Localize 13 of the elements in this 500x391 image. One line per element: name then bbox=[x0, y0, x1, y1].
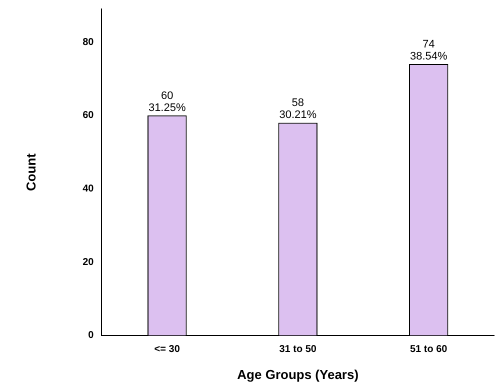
data-label: 60 31.25% bbox=[148, 90, 186, 114]
data-label: 58 30.21% bbox=[279, 97, 317, 122]
y-axis-title: Count bbox=[23, 152, 38, 191]
data-label: 74 38.54% bbox=[410, 38, 448, 63]
x-tick-label: 51 to 60 bbox=[410, 344, 448, 356]
y-tick-label: 80 bbox=[82, 36, 94, 48]
y-tick-label: 0 bbox=[88, 330, 94, 342]
y-tick-label: 60 bbox=[82, 110, 94, 122]
x-tick-label: <= 30 bbox=[154, 344, 180, 356]
y-tick-label: 40 bbox=[82, 183, 94, 194]
x-tick-label: 31 to 50 bbox=[279, 344, 317, 356]
x-axis-title: Age Groups (Years) bbox=[237, 366, 359, 382]
y-tick-label: 20 bbox=[82, 256, 94, 268]
